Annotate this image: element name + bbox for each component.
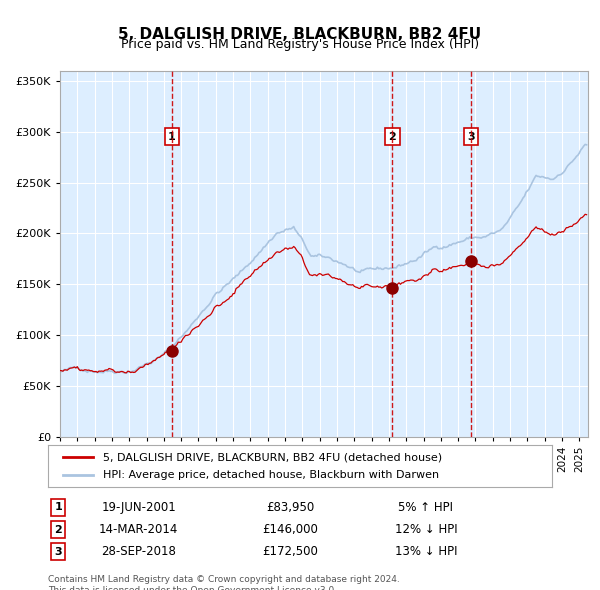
Text: 3: 3 bbox=[54, 547, 62, 556]
Text: Contains HM Land Registry data © Crown copyright and database right 2024.
This d: Contains HM Land Registry data © Crown c… bbox=[48, 575, 400, 590]
Text: 14-MAR-2014: 14-MAR-2014 bbox=[99, 523, 178, 536]
Text: HPI: Average price, detached house, Blackburn with Darwen: HPI: Average price, detached house, Blac… bbox=[103, 470, 440, 480]
Text: 2: 2 bbox=[54, 525, 62, 535]
Text: 1: 1 bbox=[168, 132, 176, 142]
Text: 5% ↑ HPI: 5% ↑ HPI bbox=[398, 501, 454, 514]
Text: 19-JUN-2001: 19-JUN-2001 bbox=[101, 501, 176, 514]
Text: 28-SEP-2018: 28-SEP-2018 bbox=[101, 545, 176, 558]
Text: 3: 3 bbox=[467, 132, 475, 142]
Text: 1: 1 bbox=[54, 503, 62, 512]
Text: Price paid vs. HM Land Registry's House Price Index (HPI): Price paid vs. HM Land Registry's House … bbox=[121, 38, 479, 51]
Text: 5, DALGLISH DRIVE, BLACKBURN, BB2 4FU (detached house): 5, DALGLISH DRIVE, BLACKBURN, BB2 4FU (d… bbox=[103, 452, 443, 462]
Text: 12% ↓ HPI: 12% ↓ HPI bbox=[395, 523, 457, 536]
Text: £83,950: £83,950 bbox=[266, 501, 314, 514]
Text: 13% ↓ HPI: 13% ↓ HPI bbox=[395, 545, 457, 558]
Text: £146,000: £146,000 bbox=[262, 523, 318, 536]
Text: 2: 2 bbox=[389, 132, 396, 142]
Text: £172,500: £172,500 bbox=[262, 545, 318, 558]
Text: 5, DALGLISH DRIVE, BLACKBURN, BB2 4FU: 5, DALGLISH DRIVE, BLACKBURN, BB2 4FU bbox=[118, 27, 482, 41]
